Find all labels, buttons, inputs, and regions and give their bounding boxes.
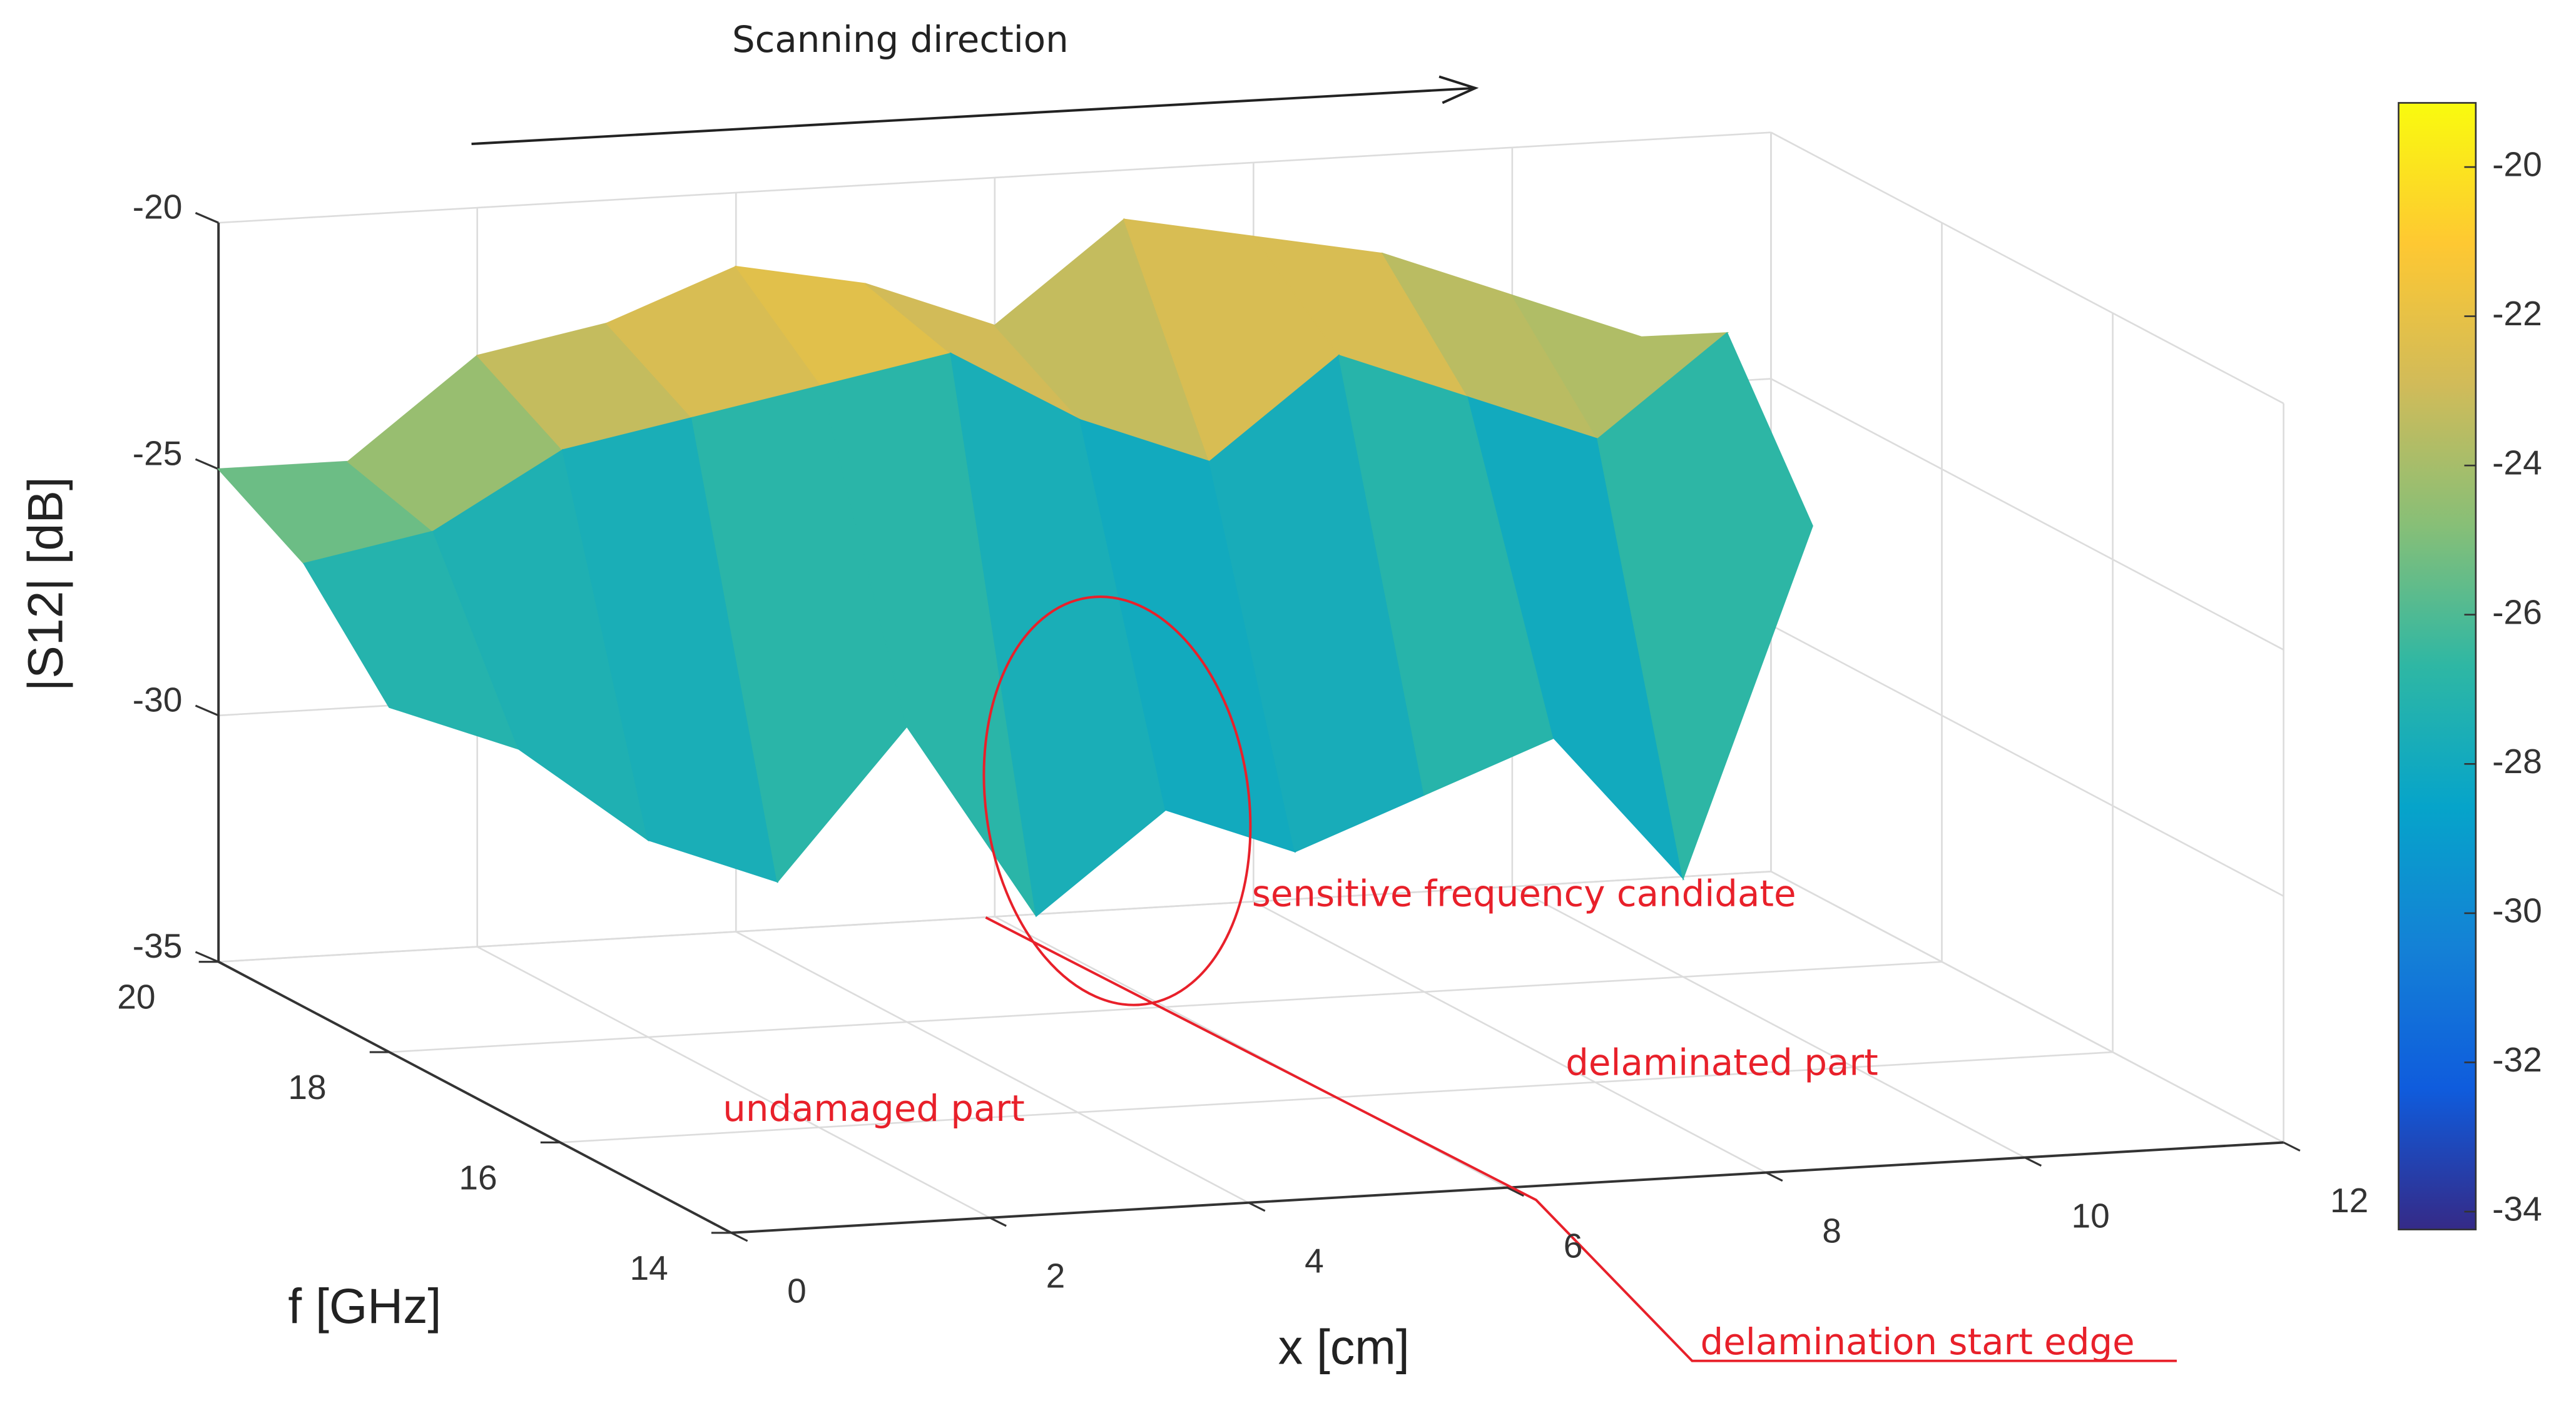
- highlight-ellipse: [982, 595, 1252, 1006]
- x-tick: [1765, 1172, 1783, 1182]
- grid-line: [218, 870, 1771, 963]
- x-tick-label: 10: [2071, 1196, 2109, 1235]
- grid-line: [1253, 901, 1767, 1173]
- grid-line: [389, 961, 1942, 1053]
- colorbar-tick-label: -20: [2492, 145, 2542, 184]
- scan-arrowhead: [1438, 75, 1479, 104]
- y-tick-label: 14: [629, 1249, 668, 1287]
- x-tick: [989, 1217, 1007, 1227]
- x-tick-label: 0: [787, 1272, 807, 1310]
- y-tick-label: 18: [288, 1068, 326, 1107]
- y-tick-label: 16: [459, 1158, 497, 1197]
- z-tick: [195, 704, 219, 717]
- grid-line: [218, 131, 1771, 224]
- z-axis-label: |S12| [dB]: [18, 477, 73, 691]
- z-tick: [195, 951, 219, 963]
- pointer-line: [985, 916, 2177, 1362]
- z-tick-label: -35: [133, 926, 183, 965]
- x-tick-label: 6: [1564, 1226, 1583, 1265]
- grid-line: [735, 931, 1250, 1203]
- annotation: delaminated part: [1565, 1041, 1878, 1084]
- colorbar-tick-label: -32: [2492, 1040, 2542, 1079]
- z-tick-label: -25: [133, 434, 183, 473]
- grid-line: [1770, 378, 2284, 651]
- z-tick: [195, 211, 219, 224]
- x-axis-line: [731, 1141, 2284, 1234]
- annotation: sensitive frequency candidate: [1252, 872, 1796, 914]
- grid-line: [1512, 886, 2025, 1158]
- x-tick-label: 4: [1305, 1241, 1324, 1280]
- grid-line: [1770, 871, 2284, 1143]
- annotation: undamaged part: [723, 1087, 1025, 1130]
- annotation: Scanning direction: [732, 18, 1069, 61]
- y-axis-label: f [GHz]: [288, 1279, 441, 1334]
- x-tick: [2283, 1142, 2301, 1152]
- z-tick-label: -20: [133, 188, 183, 226]
- x-tick-label: 2: [1046, 1257, 1066, 1295]
- y-tick-label: 20: [117, 978, 155, 1016]
- surface: [216, 218, 1813, 918]
- colorbar-tick-label: -30: [2492, 891, 2542, 929]
- scan-arrow: [471, 86, 1475, 146]
- colorbar-tick-label: -34: [2492, 1190, 2542, 1228]
- colorbar-tick-label: -26: [2492, 592, 2542, 631]
- x-axis-label: x [cm]: [1278, 1320, 1410, 1375]
- surface-patch: [1597, 332, 1813, 881]
- grid-line: [1770, 624, 2284, 897]
- colorbar-tick-label: -24: [2492, 443, 2542, 482]
- colorbar: [2398, 102, 2477, 1230]
- colorbar-tick-label: -28: [2492, 742, 2542, 781]
- x-tick-label: 12: [2330, 1181, 2368, 1220]
- x-tick: [1248, 1202, 1266, 1212]
- z-tick-label: -30: [133, 680, 183, 719]
- colorbar-tick-label: -22: [2492, 294, 2542, 333]
- x-tick: [730, 1232, 748, 1242]
- x-tick: [1507, 1187, 1524, 1197]
- x-tick-label: 8: [1822, 1211, 1841, 1250]
- grid-line: [477, 946, 990, 1218]
- annotation: delamination start edge: [1701, 1320, 2135, 1363]
- x-tick: [2024, 1157, 2042, 1167]
- y-axis-line: [218, 960, 732, 1234]
- grid-line: [1770, 131, 2284, 405]
- z-tick: [195, 458, 219, 470]
